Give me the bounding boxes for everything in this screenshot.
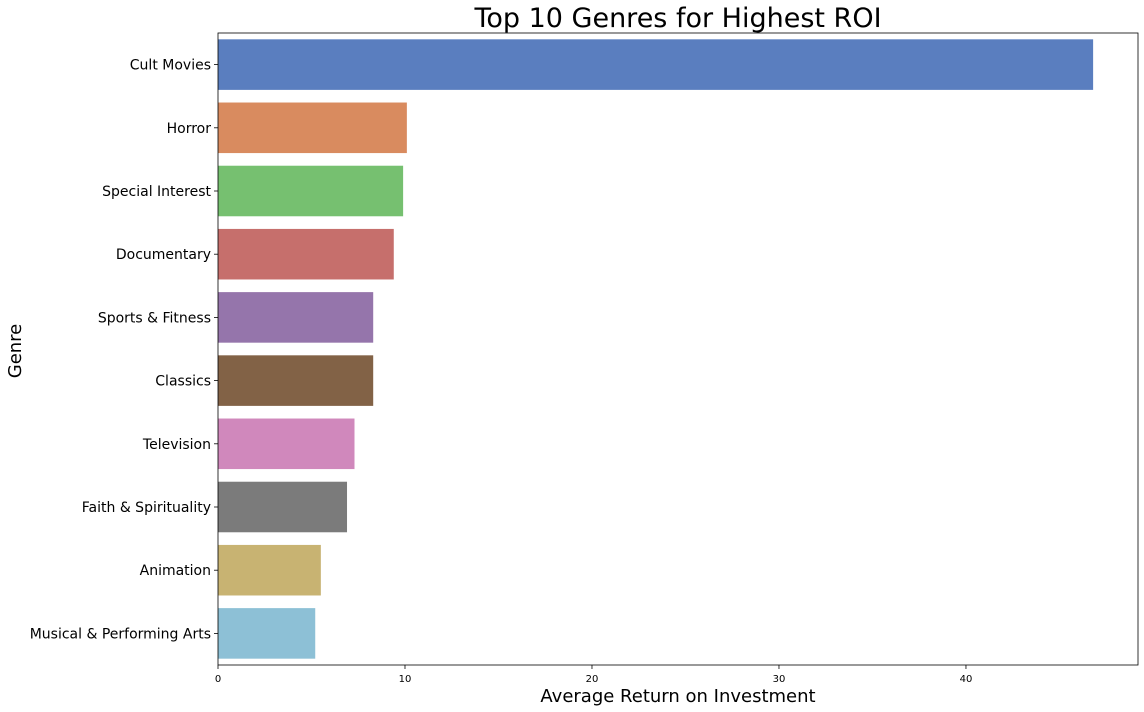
bar	[218, 481, 348, 533]
category-label: Classics	[155, 374, 211, 390]
category-label: Musical & Performing Arts	[30, 626, 211, 642]
bar	[218, 102, 407, 154]
bar	[218, 165, 404, 217]
x-tick-label: 20	[586, 674, 599, 685]
category-label: Animation	[140, 563, 211, 579]
bar	[218, 608, 316, 659]
bars-layer	[218, 39, 1094, 659]
plot-frame	[217, 32, 1139, 666]
bar	[218, 418, 355, 470]
bar	[218, 228, 394, 280]
x-tick-label: 30	[773, 674, 786, 685]
category-label: Faith & Spirituality	[82, 500, 211, 516]
x-tick-label: 10	[399, 674, 412, 685]
category-label: Special Interest	[102, 184, 211, 200]
category-label: Television	[142, 437, 211, 453]
x-tick-label: 40	[960, 674, 973, 685]
x-ticks-layer: 0 10 20 30 40	[215, 665, 973, 685]
bar	[218, 544, 321, 596]
y-axis-label: Genre	[5, 324, 26, 379]
category-labels-layer: Cult Movies Horror Special Interest Documen…	[30, 58, 218, 642]
bar	[218, 292, 374, 343]
category-label: Documentary	[116, 247, 211, 263]
category-label: Sports & Fitness	[98, 310, 211, 326]
x-tick-label: 0	[215, 674, 221, 685]
bar	[218, 39, 1094, 90]
x-axis-label: Average Return on Investment	[540, 686, 815, 707]
bar	[218, 355, 374, 406]
category-label: Horror	[167, 121, 212, 137]
chart-title: Top 10 Genres for Highest ROI	[473, 3, 881, 34]
category-label: Cult Movies	[130, 58, 211, 74]
